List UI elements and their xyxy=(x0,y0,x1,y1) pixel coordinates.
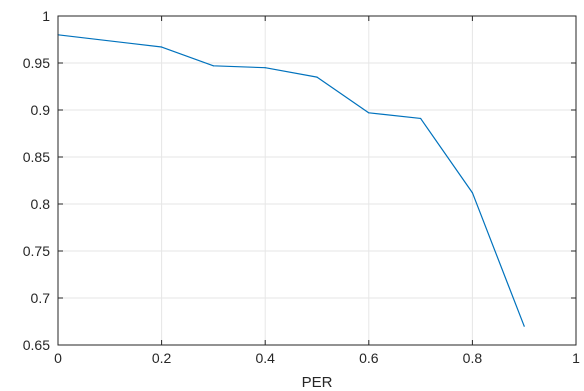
data-point xyxy=(420,117,422,120)
y-tick-label: 0.95 xyxy=(23,55,50,71)
y-tick-label: 0.75 xyxy=(23,243,50,259)
x-tick-label: 1 xyxy=(572,350,580,366)
plot-area xyxy=(58,16,576,345)
data-point xyxy=(368,112,370,114)
y-tick-label: 0.85 xyxy=(23,149,50,165)
data-point xyxy=(264,67,266,69)
x-tick-labels: 0 0.2 0.4 0.6 0.8 1 xyxy=(54,350,580,366)
y-tick-labels: 0.65 0.7 0.75 0.8 0.85 0.9 0.95 1 xyxy=(23,8,50,353)
data-point xyxy=(212,65,214,67)
data-point xyxy=(471,192,473,194)
y-tick-label: 0.7 xyxy=(31,290,51,306)
y-tick-label: 0.9 xyxy=(31,102,51,118)
x-tick-label: 0 xyxy=(54,350,62,366)
y-tick-label: 0.8 xyxy=(31,196,51,212)
x-tick-label: 0.6 xyxy=(359,350,379,366)
x-tick-label: 0.2 xyxy=(152,350,172,366)
ticks xyxy=(57,15,577,346)
data-point xyxy=(316,76,318,78)
plot-frame xyxy=(57,15,577,346)
y-tick-label: 0.65 xyxy=(23,337,50,353)
series-layer xyxy=(57,34,525,327)
y-tick-label: 1 xyxy=(42,8,50,24)
x-axis-label: PER xyxy=(302,374,333,391)
x-tick-label: 0.4 xyxy=(255,350,275,366)
x-tick-label: 0.8 xyxy=(463,350,483,366)
data-point xyxy=(523,325,525,327)
data-point xyxy=(161,46,163,48)
